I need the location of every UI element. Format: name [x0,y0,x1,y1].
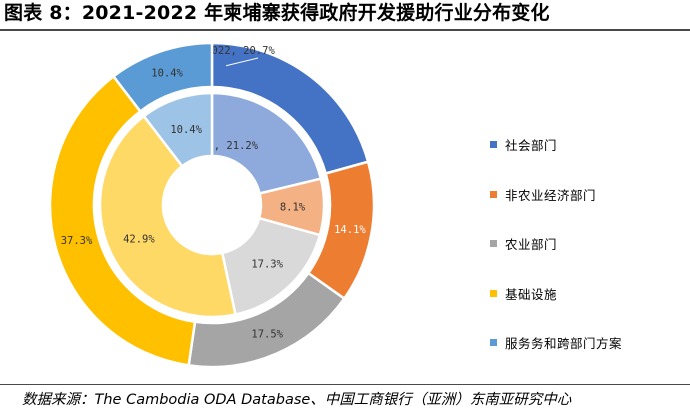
inner-label-infra: 42.9% [123,234,155,246]
outer-label-nonagri: 14.1% [334,224,366,236]
inner-slice-social [210,91,323,195]
legend-label: 社会部门 [505,138,558,154]
figure-title: 图表 8：2021-2022 年柬埔寨获得政府开发援助行业分布变化 [4,2,550,24]
outer-label-services: 10.4% [151,67,183,79]
outer-label-infra: 37.3% [61,235,93,247]
legend-label: 农业部门 [505,237,558,253]
legend-swatch [490,289,497,297]
title-rule [0,29,690,31]
legend-label: 非农业经济部门 [505,187,597,203]
source-note: 数据来源：The Cambodia ODA Database、中国工商银行（亚洲… [22,392,572,408]
legend-swatch [490,339,497,347]
legend-item-social: 社会部门 [490,120,685,170]
inner-label-agri: 17.3% [251,259,283,271]
legend-item-agri: 农业部门 [490,219,685,269]
legend-item-services: 服务务和跨部门方案 [490,318,685,368]
chart-area: 2021, 21.2% 8.1% 17.3% 42.9% 10.4% 2022, 20.7… [0,32,690,380]
legend-item-infra: 基础设施 [490,269,685,319]
legend: 社会部门 非农业经济部门 农业部门 基础设施 服务务和跨部门方案 [490,120,685,368]
inner-slice-services [142,91,214,168]
legend-swatch [490,141,497,149]
source-rule [0,384,690,385]
legend-label: 服务务和跨部门方案 [505,336,623,352]
callout-leader-line [225,57,259,67]
outer-label-social: 2022, 20.7% [205,45,275,57]
legend-swatch [490,240,497,248]
inner-label-services: 10.4% [170,124,202,136]
legend-swatch [490,190,497,198]
outer-slice-infra [48,75,197,367]
outer-slice-services [112,41,214,113]
outer-label-agri: 17.5% [251,329,283,341]
legend-item-nonagri: 非农业经济部门 [490,170,685,220]
inner-label-nonagri: 8.1% [280,201,306,213]
donut-chart: 2021, 21.2%8.1%17.3%42.9%10.4%2022, 20.7… [48,41,376,369]
legend-label: 基础设施 [505,286,558,302]
inner-slice-infra [98,114,237,319]
